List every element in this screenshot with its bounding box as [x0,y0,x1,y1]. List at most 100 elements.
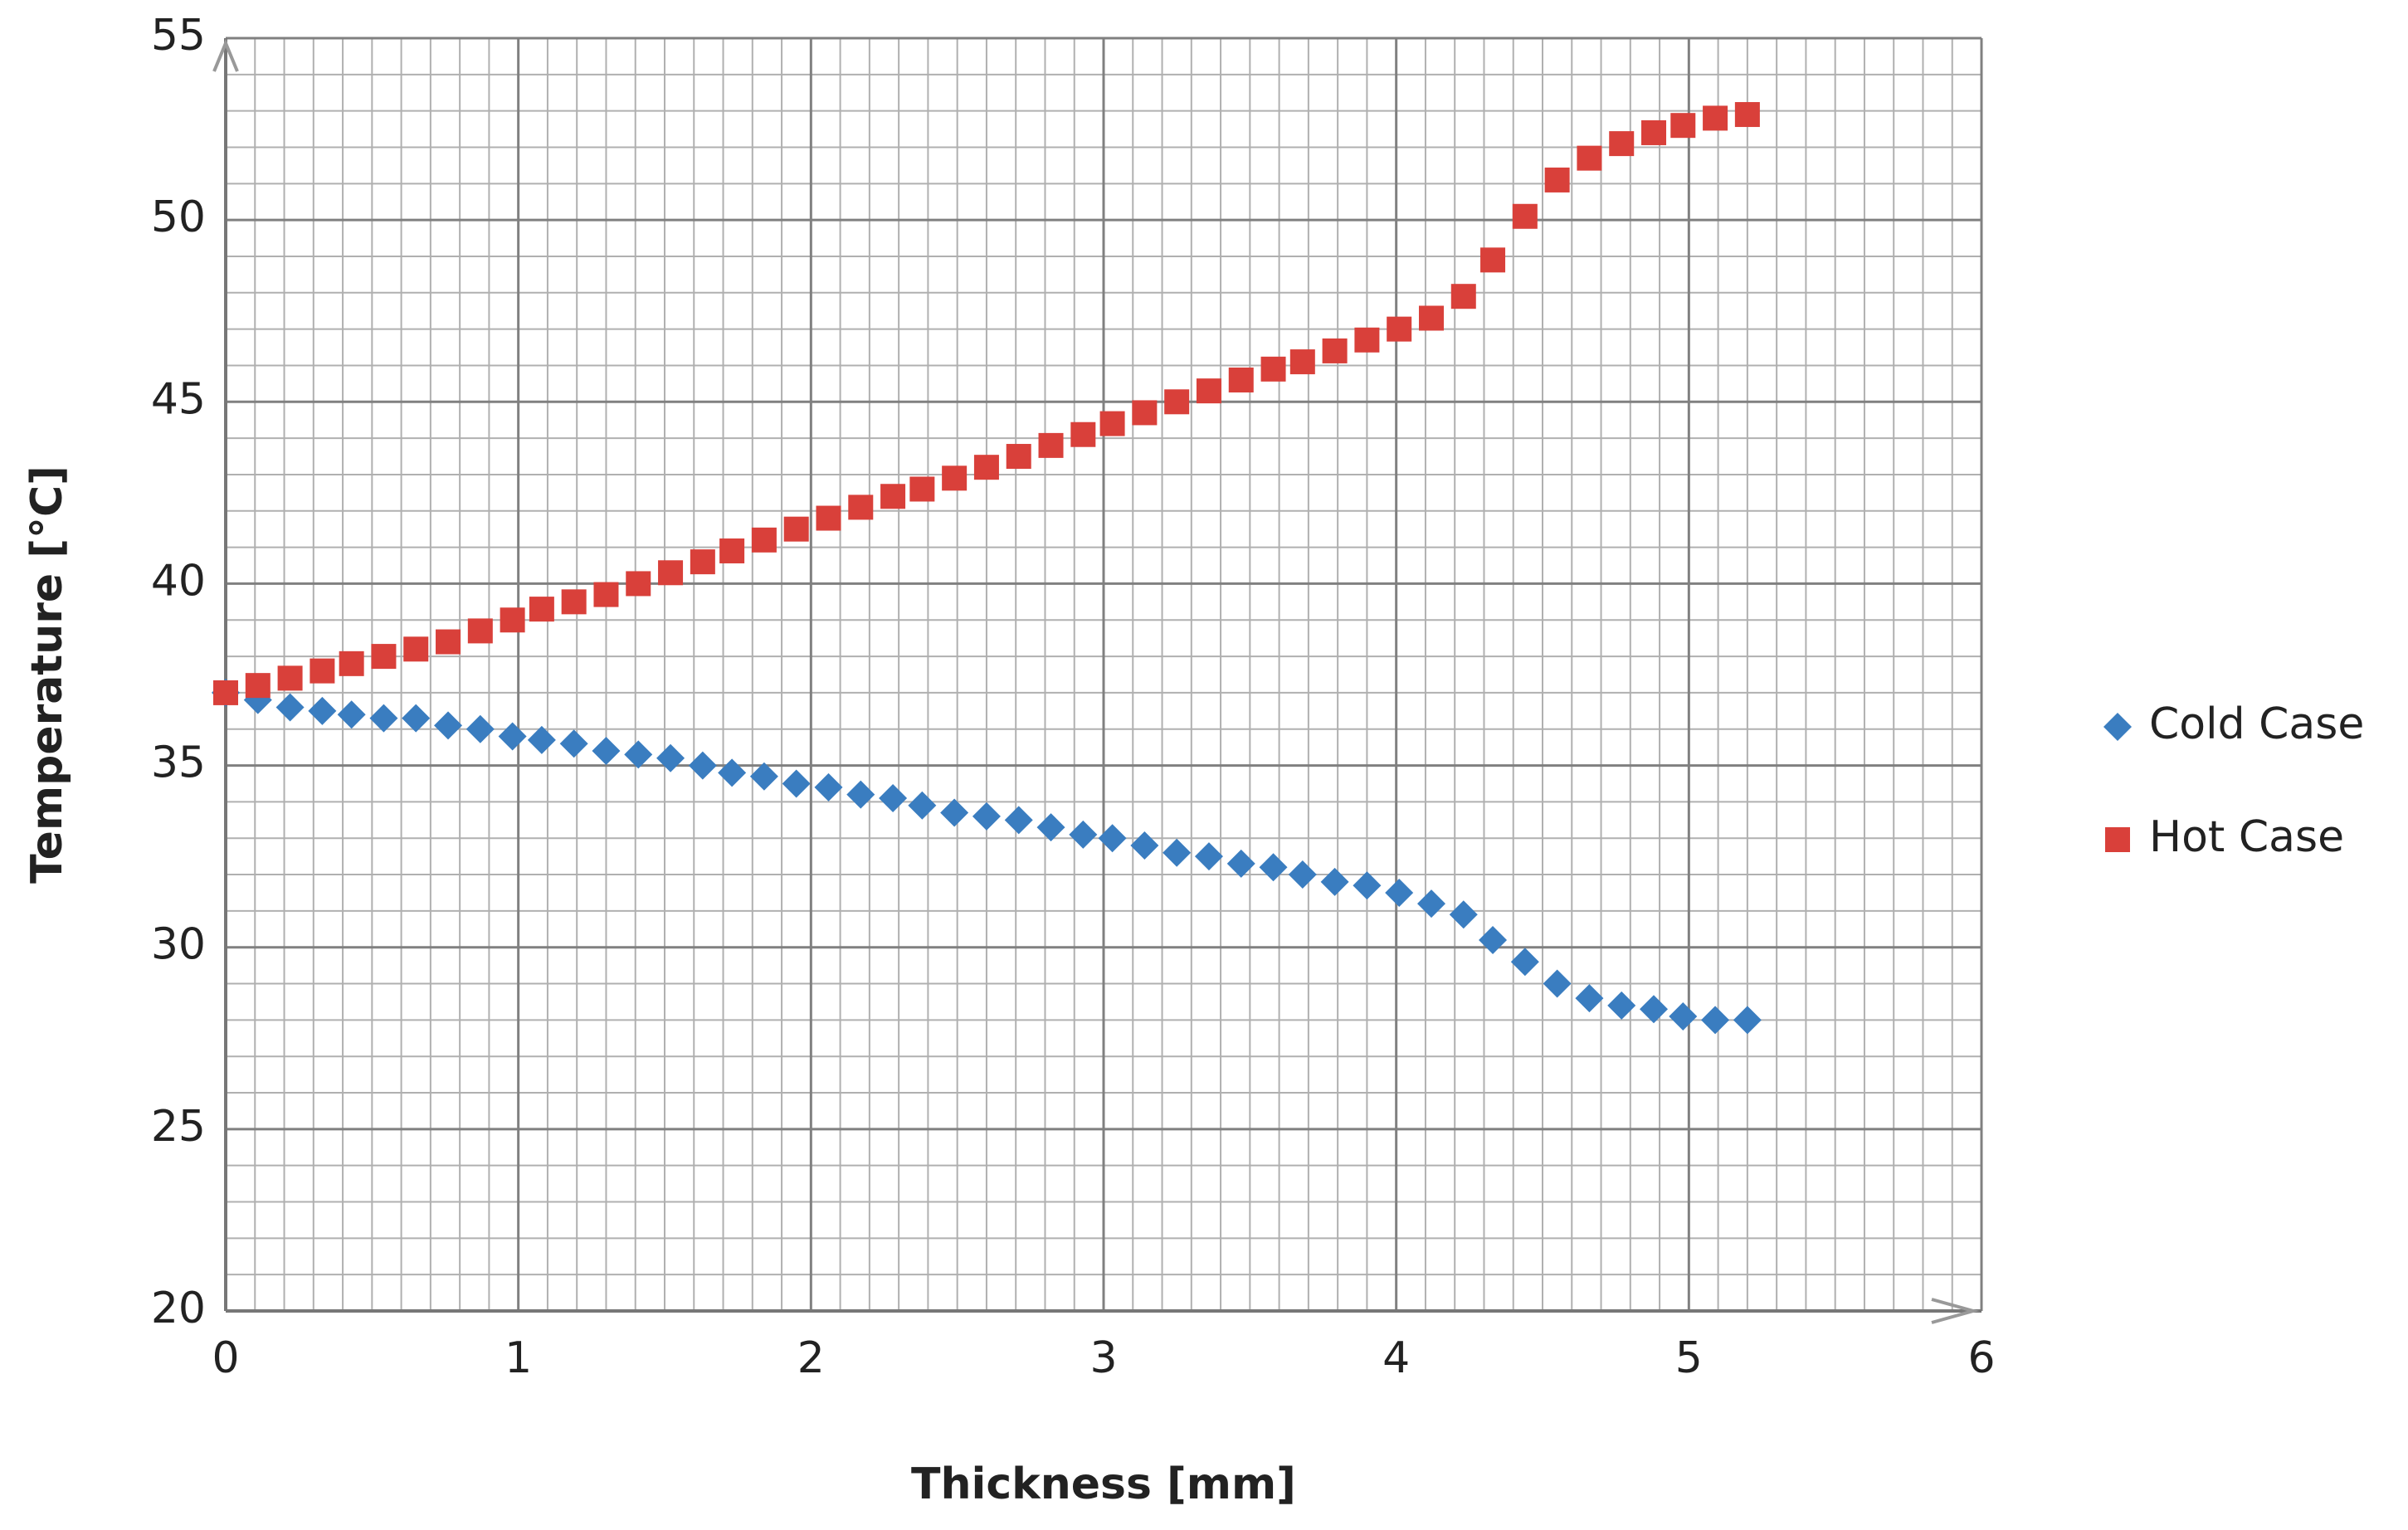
point [337,700,366,729]
y-tick-label: 25 [151,1102,206,1152]
point [1544,167,1570,192]
point [308,696,337,725]
y-tick-label: 35 [151,738,206,788]
point [561,589,587,615]
point [718,758,747,787]
legend-marker [2103,713,2132,741]
point [466,714,495,743]
point [1543,969,1572,998]
y-tick-label: 30 [151,920,206,970]
x-tick-label: 4 [1382,1333,1410,1383]
point [245,673,271,699]
x-tick-label: 3 [1089,1333,1117,1383]
point [1701,1006,1730,1035]
point [782,769,811,798]
point [1036,813,1065,842]
point [310,658,335,684]
point [498,722,527,751]
point [940,798,969,827]
point [1609,131,1635,157]
point [690,549,715,575]
point [1130,831,1159,860]
point [1320,867,1349,896]
point [1070,421,1096,447]
point [1132,400,1158,426]
point [592,737,621,766]
point [1575,984,1604,1013]
x-tick-label: 0 [212,1333,239,1383]
point [719,538,745,563]
point [1288,860,1317,889]
x-axis-label: Thickness [mm] [911,1459,1296,1509]
point [1260,356,1286,382]
point [1004,806,1033,835]
point [339,650,364,676]
point [783,516,809,542]
point [1228,367,1254,392]
point [1194,842,1223,871]
y-tick-label: 55 [151,11,206,61]
point [848,495,874,520]
y-tick-label: 20 [151,1284,206,1333]
x-tick-label: 5 [1675,1333,1703,1383]
point [942,465,968,491]
legend-label: Cold Case [2149,699,2364,749]
point [908,791,937,820]
y-axis-label: Temperature [°C] [22,465,72,884]
point [909,476,935,502]
point [529,597,554,622]
legend-label: Hot Case [2149,812,2344,862]
y-tick-label: 45 [151,374,206,424]
x-tick-label: 1 [505,1333,532,1383]
point [434,711,463,740]
point [1449,900,1478,929]
point [626,571,651,597]
y-tick-label: 40 [151,556,206,606]
point [1353,871,1382,900]
point [1387,316,1412,342]
point [1069,820,1098,849]
point [1164,389,1190,415]
point [879,784,908,813]
point [1670,113,1696,139]
point [467,618,493,644]
point [403,636,429,662]
point [1641,119,1667,145]
point [1418,305,1444,331]
point [1640,995,1669,1024]
point [1479,925,1508,954]
point [749,762,778,791]
point [369,704,398,733]
point [972,802,1001,831]
point [275,693,305,722]
point [1512,203,1538,229]
x-tick-label: 6 [1967,1333,1995,1383]
point [1038,432,1064,458]
point [1703,105,1728,131]
point [1163,838,1192,867]
point [846,780,875,809]
point [527,725,556,754]
point [751,527,777,553]
point [1354,327,1380,353]
point [371,644,397,670]
legend-marker [2105,827,2130,852]
point [1510,948,1539,977]
point [559,729,588,758]
point [688,751,717,780]
point [1289,349,1315,375]
y-tick-label: 50 [151,192,206,242]
axis-arrow [212,38,239,72]
point [880,484,906,509]
point [1322,338,1348,363]
point [814,772,843,802]
point [1385,878,1414,907]
point [1734,102,1760,128]
point [1577,145,1602,171]
point [656,743,685,772]
point [213,680,238,705]
point [624,740,653,769]
point [436,629,461,655]
point [1733,1006,1762,1035]
